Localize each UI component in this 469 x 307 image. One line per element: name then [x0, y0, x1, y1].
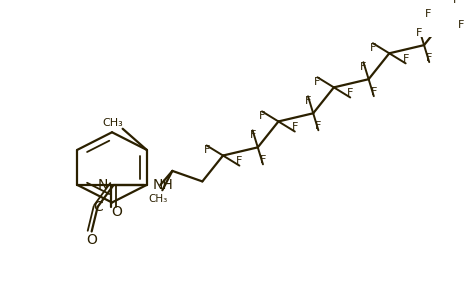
Text: CH₃: CH₃	[149, 194, 168, 204]
Text: F: F	[370, 43, 376, 52]
Text: F: F	[314, 77, 321, 87]
Text: F: F	[260, 155, 266, 165]
Text: O: O	[86, 233, 97, 247]
Text: O: O	[111, 205, 122, 219]
Text: F: F	[292, 122, 298, 132]
Text: F: F	[305, 96, 311, 106]
Text: CH₃: CH₃	[102, 119, 123, 128]
Text: F: F	[347, 88, 354, 98]
Text: F: F	[250, 130, 256, 140]
Text: F: F	[416, 28, 422, 37]
Text: N: N	[97, 178, 108, 192]
Text: F: F	[458, 20, 464, 30]
Text: F: F	[259, 111, 265, 121]
Text: F: F	[426, 53, 432, 63]
Text: F: F	[402, 54, 409, 64]
Text: F: F	[371, 87, 377, 97]
Text: C: C	[93, 200, 103, 214]
Text: F: F	[453, 0, 459, 6]
Text: F: F	[360, 62, 367, 72]
Text: NH: NH	[152, 178, 173, 192]
Text: F: F	[315, 121, 322, 131]
Text: F: F	[204, 145, 210, 155]
Text: F: F	[236, 156, 242, 166]
Text: F: F	[425, 9, 431, 18]
